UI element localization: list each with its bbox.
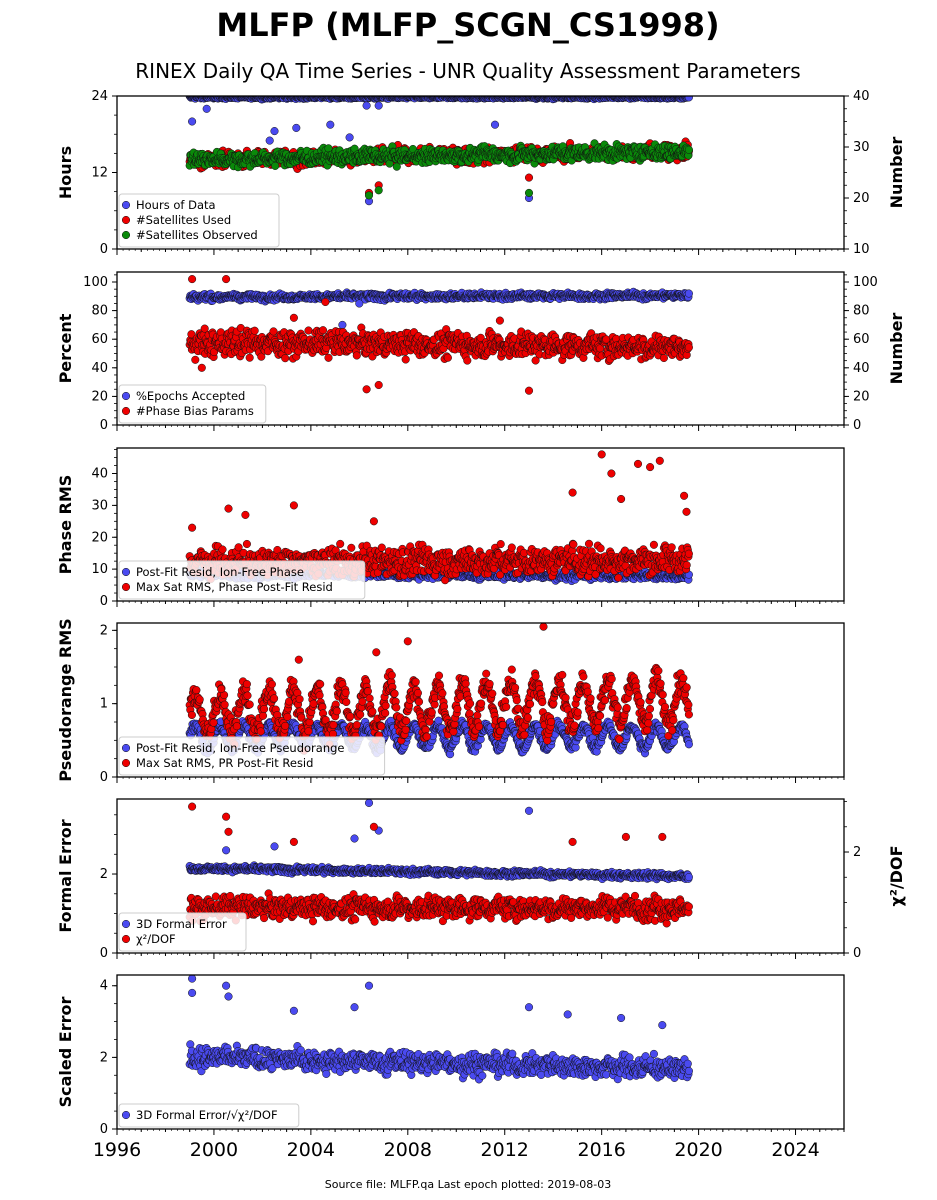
y2-tick-label: 100	[853, 275, 878, 290]
legend-entry: #Satellites Used	[136, 213, 231, 227]
legend-entry: %Epochs Accepted	[136, 389, 245, 403]
outlier-point	[495, 316, 504, 325]
legend-marker	[121, 230, 131, 240]
outlier-point	[355, 299, 364, 308]
data-point	[392, 162, 401, 171]
legend-entry: Hours of Data	[136, 198, 216, 212]
y2-tick-label: 10	[853, 242, 870, 257]
figure-title: MLFP (MLFP_SCGN_CS1998)	[216, 6, 719, 44]
y-tick-label: 24	[91, 89, 108, 104]
data-point	[318, 326, 328, 335]
outlier-point	[362, 385, 371, 394]
y2-tick-label: 20	[853, 191, 870, 206]
data-point	[659, 353, 668, 363]
outlier-point	[321, 297, 330, 307]
series-blue	[185, 96, 693, 206]
legend-entry: #Satellites Observed	[136, 228, 258, 242]
y2-axis-label: Number	[887, 137, 906, 209]
outlier-point	[490, 120, 500, 129]
y-tick-label: 80	[91, 304, 108, 319]
y-tick-label: 0	[100, 242, 108, 257]
outlier-point	[362, 101, 371, 110]
y-tick-label: 60	[91, 332, 108, 347]
outlier-point	[374, 101, 383, 110]
legend-marker	[121, 200, 131, 210]
data-point	[684, 145, 693, 154]
outlier-point	[265, 136, 274, 145]
data-point	[684, 343, 693, 352]
outlier-point	[524, 173, 534, 182]
legend: Hours of Data#Satellites Used#Satellites…	[118, 193, 280, 248]
legend-box	[118, 193, 280, 248]
data-point	[269, 327, 278, 336]
outlier-point	[289, 313, 298, 322]
outlier-point	[524, 188, 534, 197]
y-axis-label: Percent	[56, 313, 75, 383]
outlier-point	[364, 191, 374, 200]
data-point	[281, 354, 290, 363]
y2-tick-label: 80	[853, 304, 870, 319]
data-point	[271, 161, 280, 170]
y-tick-label: 40	[91, 361, 108, 376]
outlier-point	[292, 123, 301, 132]
outlier-point	[345, 133, 354, 142]
outlier-point	[338, 320, 347, 329]
y2-tick-label: 0	[853, 418, 861, 433]
y-axis-label: Hours	[56, 146, 75, 199]
legend-marker	[121, 391, 131, 401]
y2-tick-label: 60	[853, 332, 870, 347]
outlier-point	[326, 120, 335, 129]
legend-marker	[121, 215, 131, 225]
y-tick-label: 100	[83, 275, 108, 290]
axes-frame	[116, 95, 845, 250]
data-point	[443, 353, 452, 362]
outlier-point	[188, 275, 197, 284]
outlier-point	[202, 104, 211, 113]
y-tick-label: 0	[100, 418, 108, 433]
outlier-point	[374, 380, 383, 390]
data-point	[352, 351, 361, 360]
outlier-point	[524, 386, 534, 395]
series-blue	[185, 287, 693, 329]
y2-axis-label: Number	[887, 313, 906, 385]
panel-1: 0 20 40 60 80 100 0 20 40 60 80 100 Number Percent %Ep…	[56, 271, 906, 433]
y2-tick-label: 20	[853, 389, 870, 404]
data-point	[304, 326, 313, 335]
y2-tick-label: 30	[853, 140, 870, 155]
outlier-point	[188, 117, 197, 126]
figure-subtitle: RINEX Daily QA Time Series - UNR Quality…	[135, 59, 800, 83]
legend-marker	[121, 406, 131, 416]
outlier-point	[270, 127, 279, 136]
data-point	[245, 353, 254, 362]
y-tick-label: 20	[91, 389, 108, 404]
data-point	[684, 289, 693, 298]
data-point	[463, 356, 472, 365]
y2-tick-label: 40	[853, 361, 870, 376]
legend: %Epochs Accepted#Phase Bias Params	[118, 384, 267, 424]
data-point	[250, 326, 259, 335]
data-point	[324, 353, 333, 362]
data-point	[401, 355, 410, 364]
y2-tick-label: 40	[853, 89, 870, 104]
y-tick-label: 12	[91, 166, 108, 181]
outlier-point	[197, 363, 206, 372]
outlier-point	[222, 275, 231, 284]
data-point	[191, 355, 200, 364]
outlier-point	[374, 186, 383, 195]
data-point	[684, 96, 693, 102]
data-points	[185, 275, 693, 395]
legend-entry: #Phase Bias Params	[136, 404, 254, 418]
series-green	[185, 139, 693, 200]
data-points	[185, 96, 693, 206]
